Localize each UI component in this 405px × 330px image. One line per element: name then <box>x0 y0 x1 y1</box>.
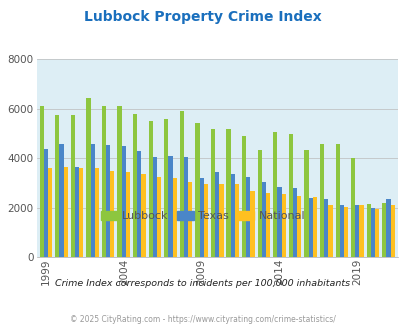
Bar <box>250 191 254 257</box>
Bar <box>234 184 239 257</box>
Bar <box>148 121 152 257</box>
Bar <box>308 198 312 257</box>
Bar <box>343 207 347 257</box>
Bar <box>106 145 110 257</box>
Bar <box>168 156 172 257</box>
Bar <box>366 204 370 257</box>
Bar <box>319 144 323 257</box>
Bar <box>188 182 192 257</box>
Bar <box>265 193 270 257</box>
Bar <box>152 157 157 257</box>
Bar <box>335 144 339 257</box>
Bar <box>39 106 44 257</box>
Bar <box>296 195 301 257</box>
Bar <box>246 177 250 257</box>
Bar <box>183 157 188 257</box>
Bar <box>164 119 168 257</box>
Text: Crime Index corresponds to incidents per 100,000 inhabitants: Crime Index corresponds to incidents per… <box>55 279 350 288</box>
Bar <box>48 168 52 257</box>
Legend: Lubbock, Texas, National: Lubbock, Texas, National <box>96 206 309 225</box>
Bar <box>75 167 79 257</box>
Bar <box>86 98 90 257</box>
Bar <box>230 175 234 257</box>
Bar <box>261 182 265 257</box>
Bar <box>90 144 94 257</box>
Bar <box>94 168 99 257</box>
Bar <box>354 205 358 257</box>
Bar <box>304 150 308 257</box>
Bar <box>122 146 126 257</box>
Bar <box>241 136 246 257</box>
Bar <box>55 115 59 257</box>
Bar <box>172 178 176 257</box>
Bar <box>381 203 386 257</box>
Bar <box>179 112 183 257</box>
Bar <box>328 205 332 257</box>
Bar <box>141 175 145 257</box>
Bar <box>312 197 316 257</box>
Bar <box>203 184 207 257</box>
Bar <box>281 194 285 257</box>
Bar <box>215 172 219 257</box>
Bar <box>350 158 354 257</box>
Bar <box>199 178 203 257</box>
Bar <box>59 144 64 257</box>
Bar <box>358 205 363 257</box>
Bar <box>277 187 281 257</box>
Bar <box>126 172 130 257</box>
Bar <box>137 151 141 257</box>
Bar <box>390 205 394 257</box>
Bar <box>339 205 343 257</box>
Bar <box>370 208 374 257</box>
Bar <box>210 129 215 257</box>
Bar <box>110 171 114 257</box>
Bar <box>70 115 75 257</box>
Bar <box>292 188 296 257</box>
Text: Lubbock Property Crime Index: Lubbock Property Crime Index <box>84 10 321 24</box>
Bar <box>257 150 261 257</box>
Bar <box>374 209 378 257</box>
Bar <box>79 168 83 257</box>
Bar <box>102 106 106 257</box>
Bar <box>44 148 48 257</box>
Bar <box>219 184 223 257</box>
Text: © 2025 CityRating.com - https://www.cityrating.com/crime-statistics/: © 2025 CityRating.com - https://www.city… <box>70 315 335 324</box>
Bar <box>195 122 199 257</box>
Bar <box>64 167 68 257</box>
Bar <box>273 132 277 257</box>
Bar <box>288 134 292 257</box>
Bar <box>386 199 390 257</box>
Bar <box>117 106 121 257</box>
Bar <box>226 129 230 257</box>
Bar <box>133 114 137 257</box>
Bar <box>157 177 161 257</box>
Bar <box>323 199 328 257</box>
